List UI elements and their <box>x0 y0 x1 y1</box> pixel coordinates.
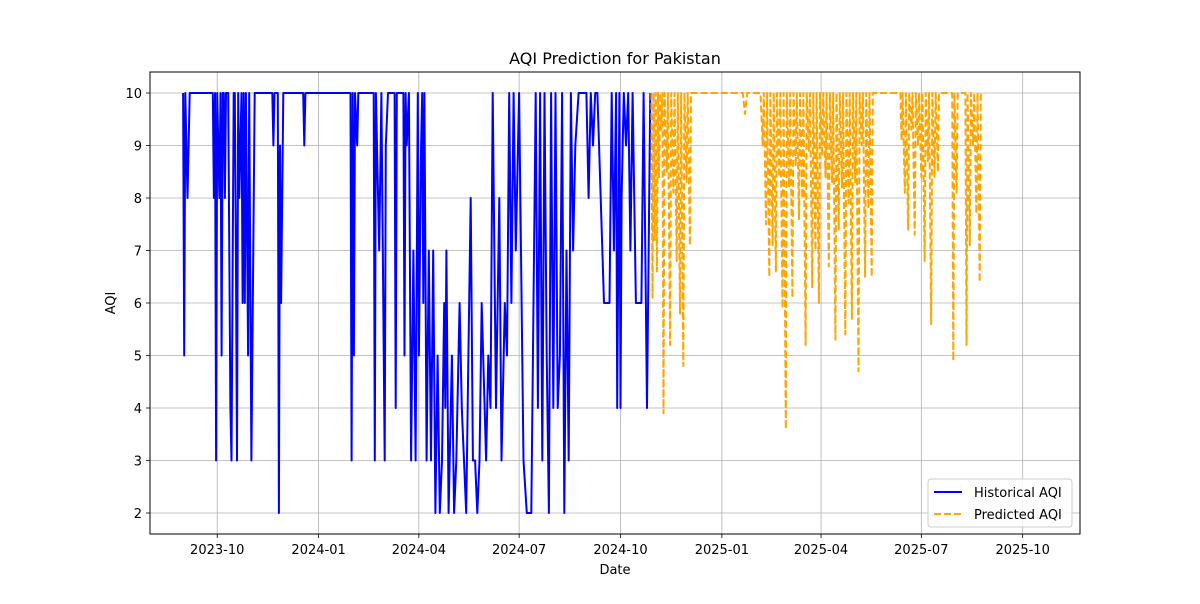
series-line-predicted <box>650 92 982 430</box>
y-tick-label: 10 <box>125 87 142 102</box>
x-tick-label: 2024-04 <box>392 543 446 558</box>
y-tick-label: 7 <box>134 245 142 260</box>
legend-label-predicted: Predicted AQI <box>974 508 1062 523</box>
x-tick-label: 2025-01 <box>695 543 749 558</box>
series-line-historical <box>182 92 652 514</box>
y-axis-ticks: 2 3 4 5 6 7 8 9 10 <box>125 87 150 522</box>
y-tick-label: 5 <box>134 350 142 365</box>
y-tick-label: 6 <box>134 297 142 312</box>
x-tick-label: 2025-04 <box>794 543 848 558</box>
x-axis-ticks: 2023-10 2024-01 2024-04 2024-07 2024-10 2025-… <box>190 534 1050 558</box>
legend: Historical AQI Predicted AQI <box>927 478 1073 528</box>
x-tick-label: 2024-07 <box>492 543 546 558</box>
y-tick-label: 9 <box>134 140 142 155</box>
x-tick-label: 2023-10 <box>190 543 244 558</box>
legend-frame <box>927 478 1073 528</box>
x-tick-label: 2025-10 <box>996 543 1050 558</box>
y-tick-label: 3 <box>134 455 142 470</box>
x-axis-label: Date <box>599 563 630 578</box>
legend-label-historical: Historical AQI <box>974 486 1062 501</box>
y-tick-label: 8 <box>134 192 142 207</box>
chart-title: AQI Prediction for Pakistan <box>509 49 721 68</box>
y-tick-label: 2 <box>134 507 142 522</box>
y-axis-label: AQI <box>104 292 119 315</box>
y-tick-label: 4 <box>134 402 142 417</box>
x-tick-label: 2024-01 <box>291 543 345 558</box>
series-layer <box>182 92 982 514</box>
x-tick-label: 2024-10 <box>593 543 647 558</box>
x-tick-label: 2025-07 <box>894 543 948 558</box>
